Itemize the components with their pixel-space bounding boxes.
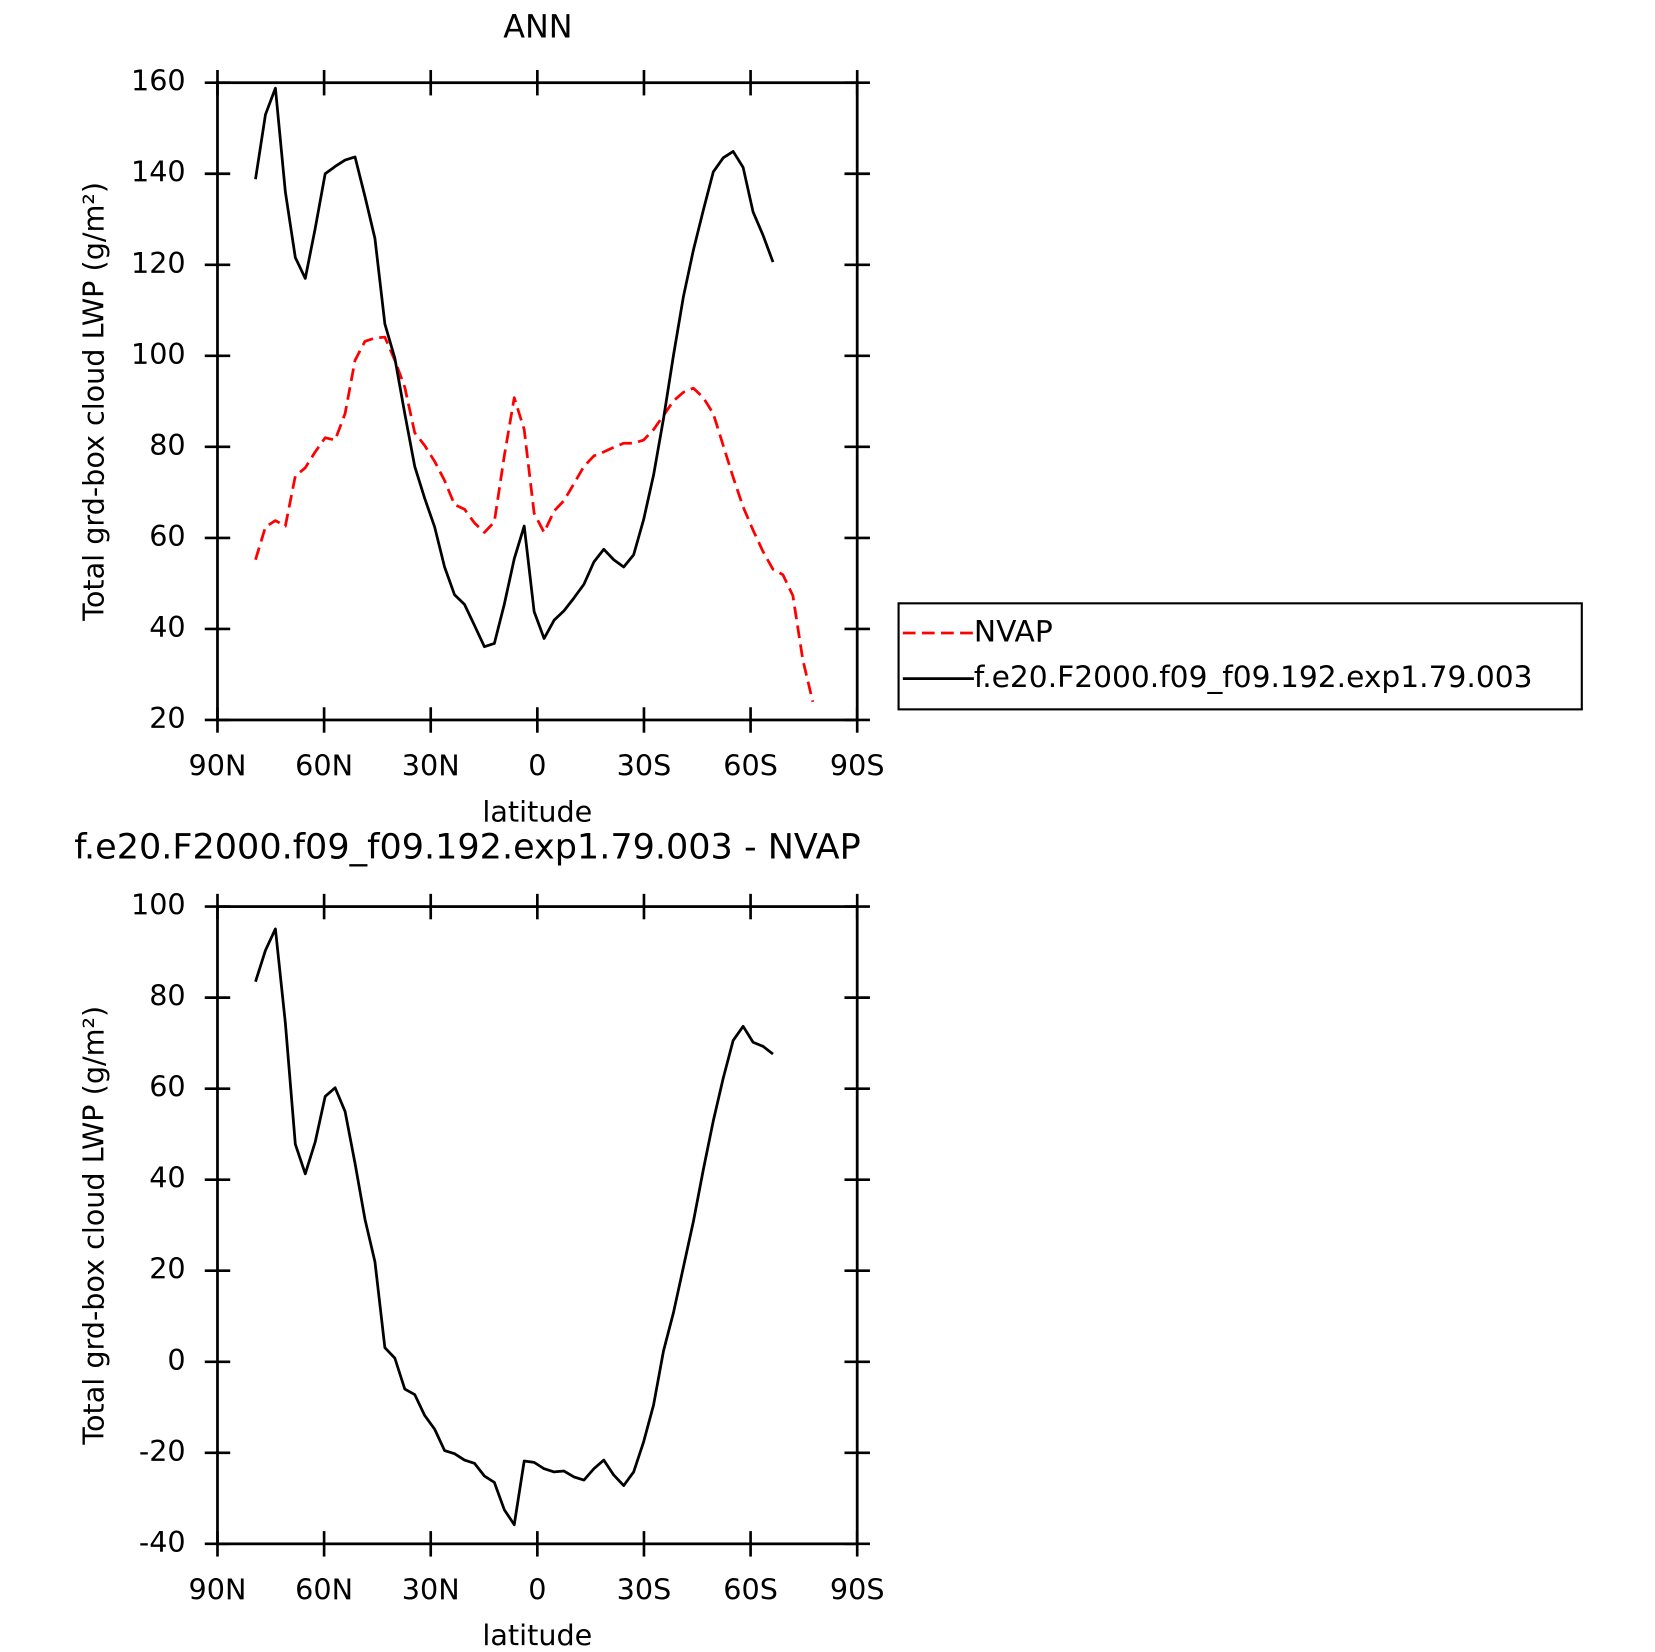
y-tick-label: 0	[167, 1343, 185, 1377]
y-tick-label: 20	[149, 701, 185, 735]
x-axis-label: latitude	[482, 794, 592, 828]
x-tick-label: 30N	[402, 749, 460, 783]
plot-frame	[216, 905, 859, 1546]
x-tick-label: 90N	[189, 1573, 247, 1607]
x-tick-label: 90S	[830, 1573, 885, 1607]
data-line	[254, 86, 775, 649]
y-axis-label: Total grd-box cloud LWP (g/m²)	[76, 182, 110, 622]
y-tick-label: 140	[131, 155, 186, 189]
x-tick-label: 90S	[830, 749, 885, 783]
x-tick-label: 0	[528, 1573, 546, 1607]
legend-box	[897, 602, 1583, 711]
y-tick-label: 80	[149, 428, 185, 462]
y-tick-label: 120	[131, 246, 186, 280]
y-tick-label: 60	[149, 1070, 185, 1104]
x-tick-label: 0	[528, 749, 546, 783]
y-tick-label: -40	[139, 1525, 186, 1559]
chart-title: ANN	[503, 8, 572, 46]
x-tick-label: 30S	[617, 1573, 672, 1607]
x-tick-label: 60N	[295, 1573, 353, 1607]
y-tick-label: 40	[149, 1161, 185, 1195]
data-line	[254, 927, 774, 1527]
legend-label: NVAP	[974, 615, 1053, 650]
plot-frame	[216, 81, 859, 722]
y-axis-label: Total grd-box cloud LWP (g/m²)	[76, 1006, 110, 1446]
legend-label: f.e20.F2000.f09_f09.192.exp1.79.003	[974, 660, 1533, 695]
y-tick-label: 160	[131, 64, 186, 98]
x-tick-label: 30S	[617, 749, 672, 783]
x-tick-label: 90N	[189, 749, 247, 783]
x-tick-label: 30N	[402, 1573, 460, 1607]
chart-title: f.e20.F2000.f09_f09.192.exp1.79.003 - NV…	[74, 827, 860, 867]
y-tick-label: -20	[139, 1434, 186, 1468]
y-tick-label: 100	[131, 337, 186, 371]
y-tick-label: 20	[149, 1252, 185, 1286]
x-axis-label: latitude	[482, 1618, 592, 1652]
y-tick-label: 60	[149, 519, 185, 553]
x-tick-label: 60S	[723, 1573, 778, 1607]
y-tick-label: 40	[149, 610, 185, 644]
y-tick-label: 100	[131, 888, 186, 922]
y-tick-label: 80	[149, 979, 185, 1013]
data-line	[254, 335, 815, 703]
x-tick-label: 60N	[295, 749, 353, 783]
x-tick-label: 60S	[723, 749, 778, 783]
